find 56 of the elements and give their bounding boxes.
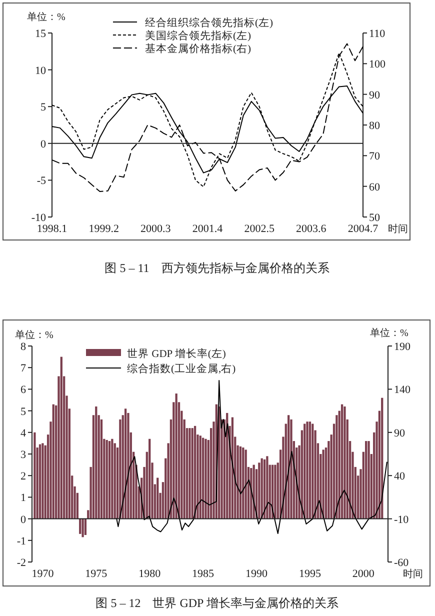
x-tick-label: 2001.4 bbox=[192, 223, 224, 235]
y2-tick-label: 190 bbox=[394, 341, 411, 353]
x-tick-label: 2000.3 bbox=[140, 223, 172, 235]
text: 图 5 – 12 世界 GDP 增长率与金属价格的关系 bbox=[96, 596, 338, 610]
y-tick-label: 0 bbox=[40, 138, 46, 150]
x-tick-label: 1990 bbox=[246, 568, 268, 580]
y-tick-label: 15 bbox=[35, 28, 46, 40]
x-tick-label: 1985 bbox=[192, 568, 215, 580]
legend-label: 基本金属价格指标(右) bbox=[145, 42, 252, 55]
y2-tick-label: 90 bbox=[394, 427, 406, 440]
y-tick-label: 1 bbox=[20, 492, 26, 504]
y2-tick-label: 80 bbox=[369, 120, 380, 132]
y-axis-title: 单位：% bbox=[27, 11, 66, 23]
y-tick-label: 10 bbox=[35, 64, 46, 77]
y-tick-label: 5 bbox=[20, 406, 26, 418]
x-axis-title: 时间 bbox=[403, 568, 423, 580]
x-tick-label: 1975 bbox=[85, 568, 108, 580]
y2-tick-label: -10 bbox=[394, 514, 410, 526]
y-tick-label: 2 bbox=[20, 470, 26, 483]
y-tick-label: -2 bbox=[16, 557, 26, 569]
y-tick-label: 7 bbox=[20, 362, 26, 375]
legend-label: 综合指数(工业金属,右) bbox=[127, 362, 236, 375]
y2-tick-label: 60 bbox=[369, 181, 380, 194]
x-tick-label: 1998.1 bbox=[36, 223, 68, 235]
x-axis-title: 时间 bbox=[388, 223, 408, 235]
legend-label: 美国综合领先指标(左) bbox=[145, 29, 252, 42]
y-tick-label: 8 bbox=[20, 341, 26, 353]
y2-tick-label: 140 bbox=[394, 384, 411, 396]
y2-tick-label: 40 bbox=[394, 470, 406, 483]
y-tick-label: -5 bbox=[36, 175, 46, 188]
y-tick-label: 0 bbox=[20, 514, 26, 526]
y2-axis-title: 单位：% bbox=[370, 327, 408, 339]
legend-label: 世界 GDP 增长率(左) bbox=[127, 347, 226, 360]
x-tick-label: 1980 bbox=[138, 568, 162, 580]
y-tick-label: -10 bbox=[31, 212, 46, 224]
y-tick-label: 3 bbox=[20, 449, 26, 461]
x-tick-label: 1995 bbox=[298, 568, 322, 580]
y-tick-label: 4 bbox=[20, 427, 26, 440]
y2-tick-label: 70 bbox=[369, 150, 380, 163]
x-tick-label: 1970 bbox=[32, 568, 54, 580]
x-tick-label: 2002.5 bbox=[244, 223, 275, 235]
y2-tick-label: 90 bbox=[369, 89, 380, 102]
x-tick-label: 2004.7 bbox=[348, 223, 379, 235]
y-tick-label: 6 bbox=[20, 384, 26, 396]
y-axis-title: 单位：% bbox=[15, 329, 54, 341]
y2-tick-label: -60 bbox=[394, 557, 410, 569]
y2-tick-label: 50 bbox=[369, 212, 380, 224]
y2-tick-label: 110 bbox=[369, 28, 386, 40]
y2-tick-label: 100 bbox=[369, 58, 386, 71]
y-tick-label: -1 bbox=[16, 535, 26, 548]
y-tick-label: 5 bbox=[40, 102, 46, 114]
x-tick-label: 2003.6 bbox=[296, 223, 327, 235]
legend-label: 经合组织综合领先指标(左) bbox=[145, 16, 274, 29]
x-tick-label: 1999.2 bbox=[88, 223, 119, 235]
text: 图 5 – 11 西方领先指标与金属价格的关系 bbox=[104, 261, 330, 275]
x-tick-label: 2000 bbox=[352, 568, 375, 580]
